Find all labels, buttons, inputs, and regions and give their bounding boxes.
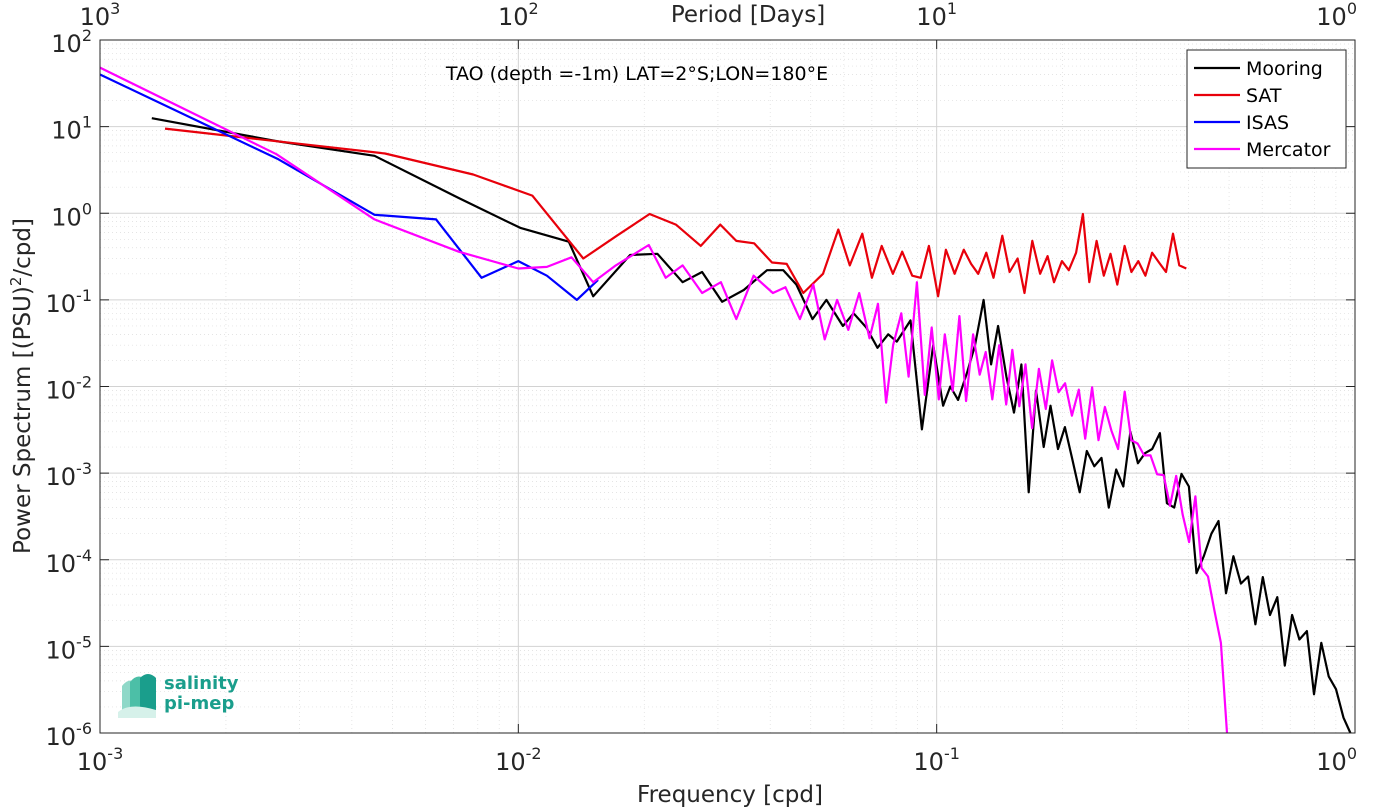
legend-label: Mooring xyxy=(1246,58,1323,80)
legend-label: Mercator xyxy=(1246,139,1331,161)
x-tick-label: 10-2 xyxy=(495,744,542,776)
x-axis-label: Frequency [cpd] xyxy=(637,782,823,808)
y-tick-label: 101 xyxy=(51,113,92,145)
y-tick-label: 10-6 xyxy=(46,719,93,751)
series-line-sat xyxy=(164,127,1187,298)
axis-ticks xyxy=(99,39,1356,734)
y-tick-label: 10-4 xyxy=(46,546,93,578)
series-line-mooring xyxy=(151,117,1352,734)
tick-labels: 10-3 10-2 10-1 100 102 101 100 10-1 10-2 10-3 10-4… xyxy=(46,0,1358,776)
legend: Mooring SAT ISAS Mercator xyxy=(1186,49,1347,169)
top-tick-label: 103 xyxy=(80,0,121,31)
top-tick-label: 102 xyxy=(498,0,539,31)
y-tick-label: 102 xyxy=(51,26,92,58)
y-tick-label: 10-2 xyxy=(46,373,93,405)
y-axis-label: Power Spectrum [(PSU)2/cpd] xyxy=(7,218,36,554)
x-tick-label: 10-1 xyxy=(913,744,960,776)
y-tick-label: 100 xyxy=(51,199,92,231)
chart-title: TAO (depth =-1m) LAT=2°S;LON=180°E xyxy=(445,63,828,85)
series-line-mercator xyxy=(99,66,1229,734)
series-layer xyxy=(99,66,1352,734)
logo-word-pi-mep: pi-mep xyxy=(164,693,235,714)
top-axis-label: Period [Days] xyxy=(671,2,825,28)
y-tick-label: 10-1 xyxy=(46,286,93,318)
x-tick-label: 10-3 xyxy=(77,744,124,776)
x-tick-label: 100 xyxy=(1316,744,1357,776)
logo-mark-icon xyxy=(118,674,156,718)
legend-label: ISAS xyxy=(1246,112,1289,134)
y-tick-label: 10-5 xyxy=(46,632,93,664)
salinity-pi-mep-logo: salinity pi-mep xyxy=(116,672,256,722)
top-tick-label: 100 xyxy=(1316,0,1357,31)
y-tick-label: 10-3 xyxy=(46,459,93,491)
legend-label: SAT xyxy=(1246,85,1282,107)
logo-word-salinity: salinity xyxy=(164,673,239,694)
top-tick-label: 101 xyxy=(916,0,957,31)
